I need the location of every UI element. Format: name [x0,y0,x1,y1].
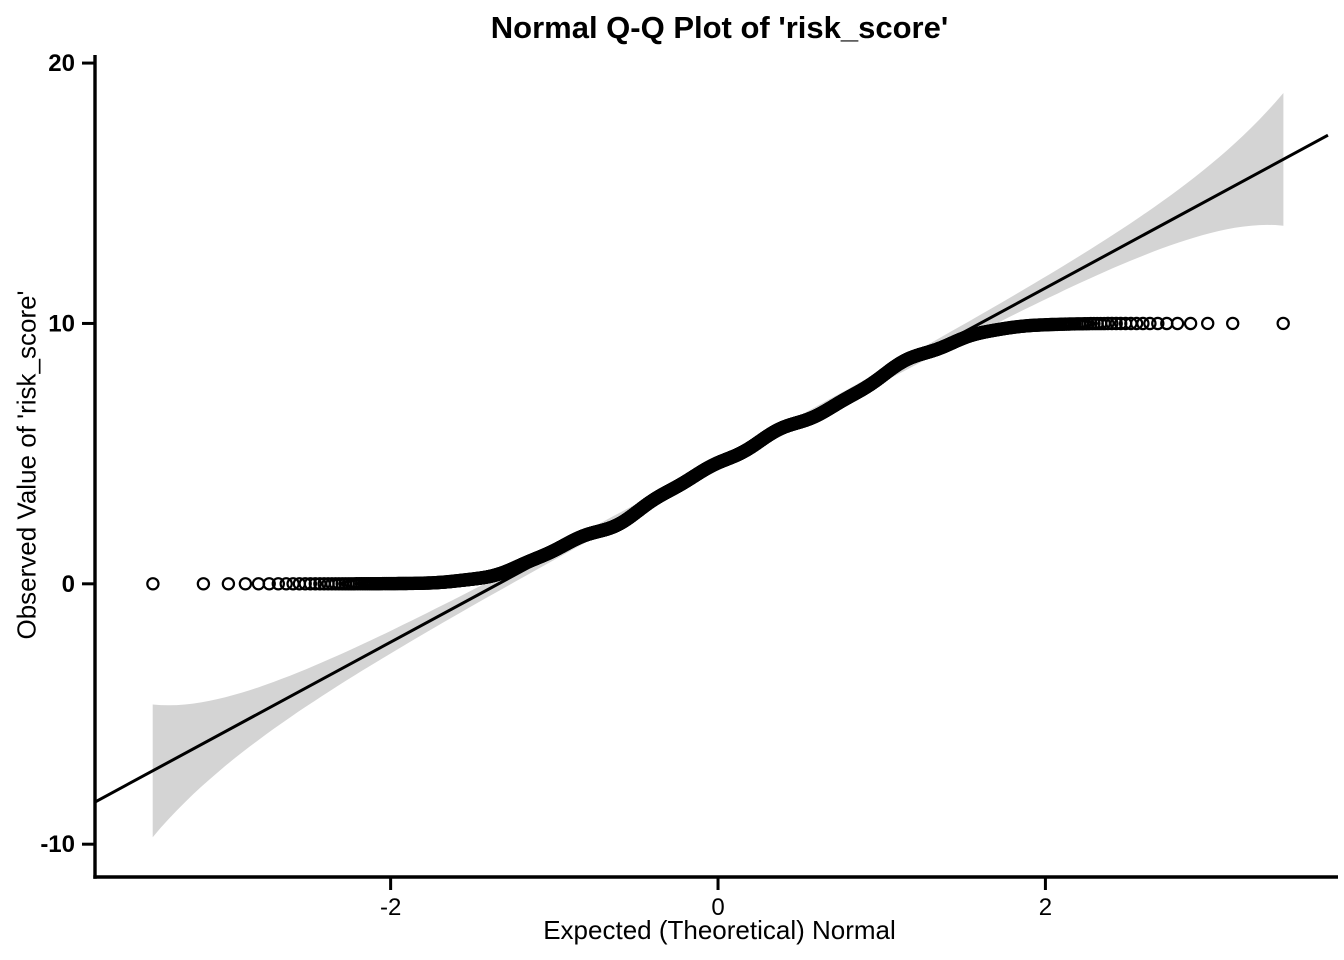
qq-point [1105,316,1119,331]
qq-point [1225,316,1240,331]
x-tick-label: 2 [1039,894,1052,921]
y-tick-label: 20 [48,50,75,77]
qq-point [146,577,160,591]
qq-point [1101,316,1115,331]
qq-point [1109,316,1123,331]
qq-point [196,577,211,591]
qq-point [271,577,285,591]
x-tick-label: 0 [711,894,724,921]
qq-point [1151,316,1165,331]
qq-point [221,577,236,591]
qq-point [251,577,266,591]
qq-point [1143,316,1157,331]
x-tick-label: -2 [380,894,401,921]
data-points [146,316,1290,591]
qq-point [1129,316,1144,331]
x-axis-title: Expected (Theoretical) Normal [543,915,896,945]
qq-point [1170,316,1185,331]
qq-point [262,577,276,591]
qq-point [298,577,312,591]
qq-point [1276,316,1290,331]
qq-point [279,577,293,591]
qq-point [1183,316,1198,331]
qq-point [303,577,318,591]
qq-point [308,577,322,591]
qq-point [1136,316,1150,331]
y-tick-label: 10 [48,310,75,337]
y-tick-label: 0 [62,571,75,598]
chart-title: Normal Q-Q Plot of 'risk_score' [490,10,949,45]
qq-point [1200,316,1215,331]
qq-point [238,577,253,591]
y-tick-label: -10 [40,831,75,858]
